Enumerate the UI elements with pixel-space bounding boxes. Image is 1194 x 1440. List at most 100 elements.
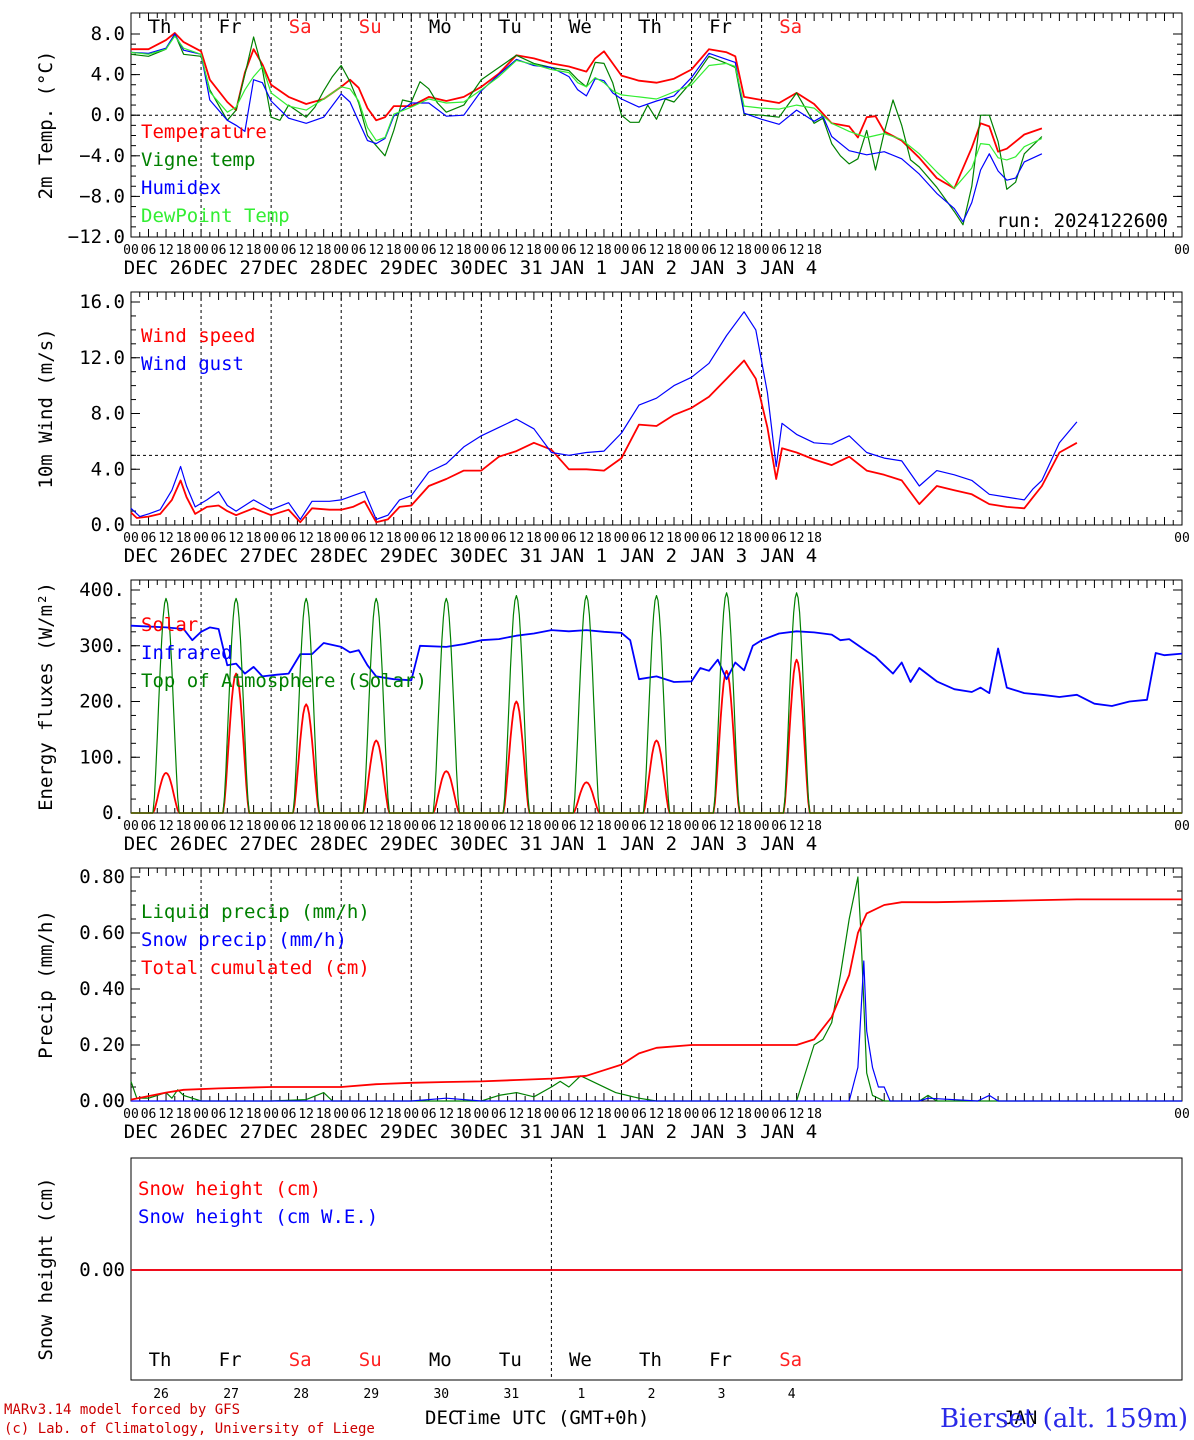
hour-label: 12 [368, 1107, 384, 1122]
hour-label: 18 [386, 1107, 402, 1122]
series-line-total-cumulated-cm- [130, 898, 1182, 1101]
hour-label: 00 [1174, 243, 1190, 258]
hour-label: 18 [806, 819, 822, 834]
weekday-label: Fr [219, 16, 242, 38]
hour-label: 12 [158, 531, 174, 546]
hour-label: 00 [333, 819, 349, 834]
hour-label: 00 [754, 1107, 770, 1122]
hour-label: 18 [736, 819, 752, 834]
date-label: DEC 28 [264, 1121, 333, 1143]
panel-1: 8.04.00.0−4.0−8.0−12.02m Temp. (°C)00 06 1… [35, 12, 1190, 279]
hour-label: 00 [333, 243, 349, 258]
hour-label: 00 [684, 531, 700, 546]
hour-label: 18 [666, 1107, 682, 1122]
day-number: 3 [718, 1387, 726, 1402]
hour-label: 18 [526, 531, 542, 546]
hour-label: 12 [649, 243, 665, 258]
y-tick-label: 12.0 [79, 347, 125, 369]
hour-label: 06 [141, 819, 157, 834]
weekday-label: Th [639, 1349, 662, 1371]
day-number: 2 [648, 1387, 656, 1402]
hour-label: 18 [246, 531, 262, 546]
hour-label: 12 [789, 819, 805, 834]
hour-label: 18 [176, 531, 192, 546]
hour-label: 18 [386, 819, 402, 834]
plot-frame [130, 12, 1183, 238]
legend-entry: Liquid precip (mm/h) [141, 901, 370, 923]
date-label: DEC 27 [194, 833, 263, 855]
hour-label: 06 [211, 531, 227, 546]
y-tick-label: 400. [79, 579, 125, 601]
day-number: 1 [578, 1387, 586, 1402]
series-line-temperature [131, 32, 1043, 190]
hour-label: 06 [631, 819, 647, 834]
y-tick-label: 8.0 [91, 403, 125, 425]
hour-label: 18 [246, 243, 262, 258]
hour-label: 06 [421, 1107, 437, 1122]
y-tick-label: 0.00 [79, 1259, 125, 1281]
weekday-label: Tu [499, 1349, 522, 1371]
hour-label: 12 [438, 243, 454, 258]
hour-label: 18 [526, 1107, 542, 1122]
hour-label: 06 [631, 531, 647, 546]
hour-label: 12 [789, 1107, 805, 1122]
hour-label: 18 [666, 819, 682, 834]
hour-label: 00 [263, 819, 279, 834]
hour-label: 00 [474, 819, 490, 834]
hour-label: 06 [281, 243, 297, 258]
hour-label: 00 [754, 243, 770, 258]
weekday-label: Th [639, 16, 662, 38]
hour-label: 06 [421, 819, 437, 834]
y-tick-label: 0.40 [79, 978, 125, 1000]
date-label: JAN 2 [620, 257, 677, 279]
hour-label: 18 [176, 243, 192, 258]
hour-label: 18 [456, 1107, 472, 1122]
hour-label: 06 [281, 819, 297, 834]
plot-frame [130, 291, 1183, 526]
hour-label: 00 [263, 1107, 279, 1122]
date-label: DEC 30 [404, 257, 473, 279]
hour-label: 00 [263, 243, 279, 258]
date-label: JAN 1 [550, 257, 607, 279]
date-label: DEC 27 [194, 545, 263, 567]
hour-label: 12 [509, 531, 525, 546]
hour-label: 12 [228, 243, 244, 258]
date-label: DEC 30 [404, 545, 473, 567]
date-label: DEC 29 [334, 545, 403, 567]
day-number: 28 [293, 1387, 309, 1402]
weekday-label: We [569, 16, 592, 38]
hour-label: 12 [719, 243, 735, 258]
date-label: JAN 1 [550, 545, 607, 567]
y-tick-label: 100. [79, 746, 125, 768]
y-axis-label: Snow height (cm) [35, 1177, 57, 1360]
weekday-label: Sa [289, 1349, 312, 1371]
weekday-label: Sa [289, 16, 312, 38]
series-line-dewpoint-temp [130, 35, 1043, 189]
hour-label: 00 [474, 243, 490, 258]
month-label-right: JAN [1003, 1407, 1037, 1429]
weekday-label: Fr [709, 1349, 732, 1371]
hour-label: 00 [1174, 531, 1190, 546]
y-tick-label: 0.0 [91, 514, 125, 536]
date-label: DEC 26 [124, 545, 193, 567]
hour-label: 06 [491, 819, 507, 834]
hour-label: 18 [176, 1107, 192, 1122]
weekday-label: Sa [779, 1349, 802, 1371]
hour-label: 12 [438, 531, 454, 546]
hour-label: 12 [228, 1107, 244, 1122]
hour-label: 12 [368, 819, 384, 834]
hour-label: 12 [298, 1107, 314, 1122]
series-line-wind-speed [130, 359, 1078, 524]
y-tick-label: 4.0 [91, 64, 125, 86]
hour-label: 06 [561, 531, 577, 546]
hour-label: 18 [456, 819, 472, 834]
day-number: 27 [223, 1387, 239, 1402]
hour-label: 00 [333, 531, 349, 546]
hour-label: 06 [701, 1107, 717, 1122]
hour-label: 00 [123, 1107, 139, 1122]
hour-label: 06 [561, 243, 577, 258]
date-label: JAN 1 [550, 833, 607, 855]
legend-entry: Humidex [141, 177, 221, 199]
date-label: DEC 29 [334, 1121, 403, 1143]
hour-label: 00 [123, 531, 139, 546]
